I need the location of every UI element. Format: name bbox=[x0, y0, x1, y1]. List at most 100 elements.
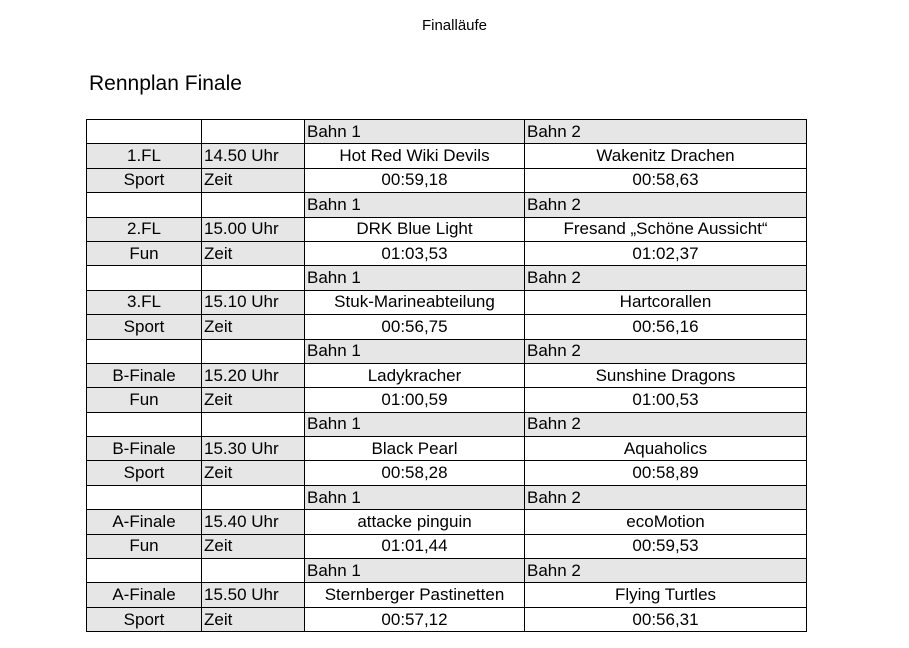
lane-1-header: Bahn 1 bbox=[304, 192, 525, 218]
lane-header-row: Bahn 1 Bahn 2 bbox=[86, 118, 807, 145]
lane-1-team: Ladykracher bbox=[304, 362, 525, 389]
lane-2-header: Bahn 2 bbox=[524, 192, 807, 218]
lane-1-team: Hot Red Wiki Devils bbox=[304, 143, 525, 169]
lane-header-row: Bahn 1 Bahn 2 bbox=[86, 484, 807, 511]
lane-1-team: Black Pearl bbox=[304, 436, 525, 462]
empty-cell bbox=[201, 118, 305, 145]
start-time: 15.50 Uhr bbox=[201, 582, 305, 608]
lane-1-header: Bahn 1 bbox=[304, 484, 525, 511]
race-name: A-Finale bbox=[86, 582, 202, 608]
lane-2-header: Bahn 2 bbox=[524, 484, 807, 511]
lane-2-time: 00:56,16 bbox=[524, 314, 807, 340]
race-category: Fun bbox=[86, 240, 202, 267]
empty-cell bbox=[86, 265, 202, 291]
race-schedule-table: Bahn 1 Bahn 2 1.FL 14.50 Uhr Hot Red Wiki De… bbox=[86, 118, 807, 633]
start-time: 14.50 Uhr bbox=[201, 143, 305, 169]
start-time: 15.20 Uhr bbox=[201, 362, 305, 389]
time-label: Zeit bbox=[201, 314, 305, 340]
race-team-row: B-Finale 15.30 Uhr Black Pearl Aquaholics bbox=[86, 436, 807, 462]
race-schedule-body: Bahn 1 Bahn 2 1.FL 14.50 Uhr Hot Red Wiki De… bbox=[86, 118, 807, 633]
race-result-row: Sport Zeit 00:59,18 00:58,63 bbox=[86, 167, 807, 194]
race-result-row: Sport Zeit 00:57,12 00:56,31 bbox=[86, 606, 807, 633]
lane-2-time: 01:00,53 bbox=[524, 387, 807, 413]
lane-2-team: Sunshine Dragons bbox=[524, 362, 807, 389]
empty-cell bbox=[201, 338, 305, 364]
race-result-row: Fun Zeit 01:03,53 01:02,37 bbox=[86, 240, 807, 267]
race-name: 1.FL bbox=[86, 143, 202, 169]
time-label: Zeit bbox=[201, 533, 305, 560]
document-title: Rennplan Finale bbox=[89, 72, 242, 95]
lane-2-time: 01:02,37 bbox=[524, 240, 807, 267]
lane-1-header: Bahn 1 bbox=[304, 338, 525, 364]
race-category: Sport bbox=[86, 606, 202, 633]
lane-2-header: Bahn 2 bbox=[524, 265, 807, 291]
start-time: 15.00 Uhr bbox=[201, 216, 305, 242]
empty-cell bbox=[86, 338, 202, 364]
race-result-row: Sport Zeit 00:56,75 00:56,16 bbox=[86, 314, 807, 340]
race-name: 2.FL bbox=[86, 216, 202, 242]
race-category: Sport bbox=[86, 460, 202, 486]
race-category: Fun bbox=[86, 387, 202, 413]
start-time: 15.10 Uhr bbox=[201, 289, 305, 316]
race-category: Sport bbox=[86, 314, 202, 340]
race-name: B-Finale bbox=[86, 362, 202, 389]
race-result-row: Sport Zeit 00:58,28 00:58,89 bbox=[86, 460, 807, 486]
lane-2-header: Bahn 2 bbox=[524, 118, 807, 145]
page-header: Finalläufe bbox=[421, 17, 488, 34]
lane-2-team: Aquaholics bbox=[524, 436, 807, 462]
lane-1-team: attacke pinguin bbox=[304, 509, 525, 535]
lane-2-header: Bahn 2 bbox=[524, 338, 807, 364]
lane-1-team: Sternberger Pastinetten bbox=[304, 582, 525, 608]
race-name: 3.FL bbox=[86, 289, 202, 316]
lane-2-team: Flying Turtles bbox=[524, 582, 807, 608]
lane-2-team: Fresand „Schöne Aussicht“ bbox=[524, 216, 807, 242]
empty-cell bbox=[201, 484, 305, 511]
lane-2-time: 00:58,63 bbox=[524, 167, 807, 194]
lane-1-header: Bahn 1 bbox=[304, 118, 525, 145]
lane-1-time: 01:01,44 bbox=[304, 533, 525, 560]
empty-cell bbox=[201, 265, 305, 291]
lane-1-team: Stuk-Marineabteilung bbox=[304, 289, 525, 316]
lane-1-time: 00:58,28 bbox=[304, 460, 525, 486]
empty-cell bbox=[86, 118, 202, 145]
race-team-row: A-Finale 15.40 Uhr attacke pinguin ecoMotio… bbox=[86, 509, 807, 535]
lane-2-team: ecoMotion bbox=[524, 509, 807, 535]
race-team-row: 3.FL 15.10 Uhr Stuk-Marineabteilung Hartcor… bbox=[86, 289, 807, 316]
time-label: Zeit bbox=[201, 167, 305, 194]
empty-cell bbox=[86, 192, 202, 218]
lane-2-team: Wakenitz Drachen bbox=[524, 143, 807, 169]
time-label: Zeit bbox=[201, 240, 305, 267]
lane-header-row: Bahn 1 Bahn 2 bbox=[86, 265, 807, 291]
lane-header-row: Bahn 1 Bahn 2 bbox=[86, 192, 807, 218]
lane-2-time: 00:59,53 bbox=[524, 533, 807, 560]
race-team-row: 1.FL 14.50 Uhr Hot Red Wiki Devils Wakenitz… bbox=[86, 143, 807, 169]
lane-2-team: Hartcorallen bbox=[524, 289, 807, 316]
lane-1-time: 00:56,75 bbox=[304, 314, 525, 340]
race-category: Sport bbox=[86, 167, 202, 194]
lane-header-row: Bahn 1 Bahn 2 bbox=[86, 411, 807, 438]
time-label: Zeit bbox=[201, 606, 305, 633]
lane-2-header: Bahn 2 bbox=[524, 558, 807, 584]
lane-1-header: Bahn 1 bbox=[304, 558, 525, 584]
lane-1-time: 00:59,18 bbox=[304, 167, 525, 194]
time-label: Zeit bbox=[201, 387, 305, 413]
race-team-row: 2.FL 15.00 Uhr DRK Blue Light Fresand „Schö… bbox=[86, 216, 807, 242]
empty-cell bbox=[201, 558, 305, 584]
lane-header-row: Bahn 1 Bahn 2 bbox=[86, 558, 807, 584]
start-time: 15.30 Uhr bbox=[201, 436, 305, 462]
start-time: 15.40 Uhr bbox=[201, 509, 305, 535]
lane-2-header: Bahn 2 bbox=[524, 411, 807, 438]
empty-cell bbox=[201, 192, 305, 218]
empty-cell bbox=[86, 411, 202, 438]
race-name: B-Finale bbox=[86, 436, 202, 462]
race-team-row: B-Finale 15.20 Uhr Ladykracher Sunshine Dra… bbox=[86, 362, 807, 389]
race-name: A-Finale bbox=[86, 509, 202, 535]
race-team-row: A-Finale 15.50 Uhr Sternberger Pastinetten… bbox=[86, 582, 807, 608]
lane-header-row: Bahn 1 Bahn 2 bbox=[86, 338, 807, 364]
lane-1-header: Bahn 1 bbox=[304, 265, 525, 291]
lane-1-time: 01:03,53 bbox=[304, 240, 525, 267]
race-result-row: Fun Zeit 01:01,44 00:59,53 bbox=[86, 533, 807, 560]
empty-cell bbox=[86, 484, 202, 511]
lane-1-team: DRK Blue Light bbox=[304, 216, 525, 242]
lane-2-time: 00:58,89 bbox=[524, 460, 807, 486]
